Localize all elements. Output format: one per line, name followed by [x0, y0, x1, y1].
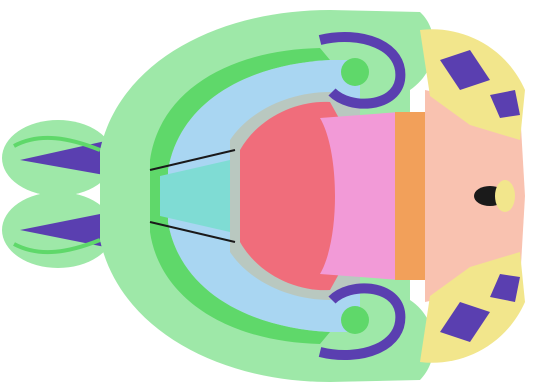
olfactory-bulb-lower — [2, 192, 114, 268]
olfactory-bulb-upper — [2, 120, 114, 196]
hippocampus-lower — [318, 283, 406, 360]
red-region — [240, 101, 340, 291]
yellow-region-upper — [420, 29, 525, 140]
teal-region — [160, 160, 240, 232]
internal-line-lower — [149, 221, 236, 243]
internal-line-upper — [149, 149, 236, 171]
hippocampus-upper — [318, 32, 406, 109]
central-yellow-mark — [495, 180, 515, 212]
orange-region — [395, 112, 429, 280]
yellow-region-lower — [420, 252, 525, 363]
pink-region — [320, 112, 410, 280]
